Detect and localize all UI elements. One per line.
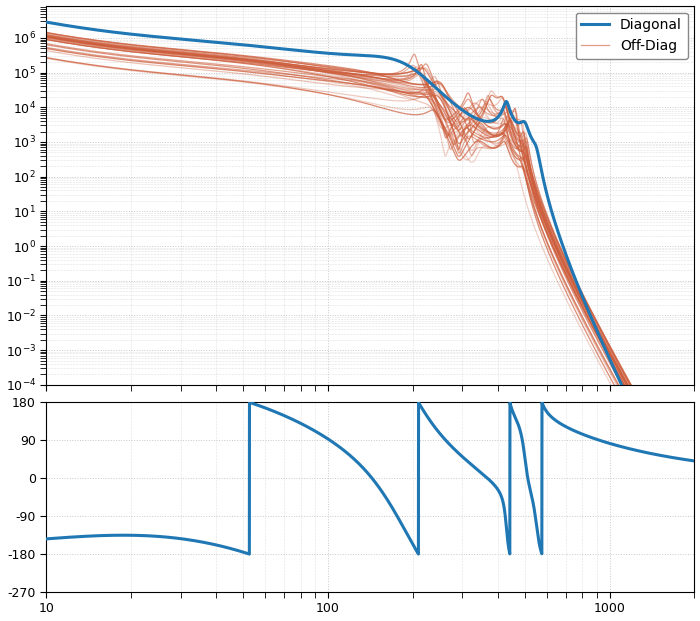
Legend: Diagonal, Off-Diag: Diagonal, Off-Diag [575,12,687,58]
